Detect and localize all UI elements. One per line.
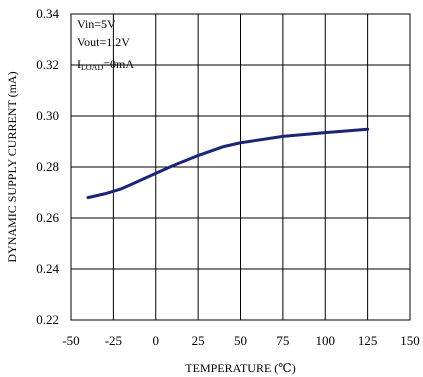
y-tick-label: 0.26 bbox=[36, 210, 59, 225]
y-tick-label: 0.32 bbox=[36, 57, 59, 72]
annotation-vout: Vout=1.2V bbox=[77, 35, 130, 49]
annotation-vin: Vin=5V bbox=[77, 17, 116, 31]
tick-labels: -50 -25 0 25 50 75 100 125 150 0.22 0.24 0.26 0.28 0.… bbox=[36, 6, 420, 348]
x-tick-label: -50 bbox=[62, 333, 79, 348]
x-tick-label: 50 bbox=[234, 333, 247, 348]
y-tick-label: 0.24 bbox=[36, 261, 59, 276]
annotation-iload-rest: =0mA bbox=[103, 57, 134, 71]
x-tick-label: -25 bbox=[105, 333, 122, 348]
plot-frame bbox=[70, 13, 411, 321]
x-tick-label: 150 bbox=[400, 333, 420, 348]
y-tick-label: 0.34 bbox=[36, 6, 59, 21]
series-line bbox=[86, 127, 370, 200]
grid bbox=[71, 14, 410, 320]
series-layer bbox=[86, 127, 370, 200]
x-tick-label: 125 bbox=[358, 333, 378, 348]
x-tick-label: 75 bbox=[276, 333, 289, 348]
annotation-iload: ILOAD=0mA bbox=[77, 57, 134, 72]
y-axis-label: DYNAMIC SUPPLY CURRENT (mA) bbox=[5, 71, 19, 262]
annotation-iload-main: I bbox=[77, 57, 81, 71]
x-axis-label: TEMPERATURE (℃) bbox=[185, 361, 295, 375]
y-tick-label: 0.30 bbox=[36, 108, 59, 123]
x-tick-label: 100 bbox=[316, 333, 336, 348]
y-tick-label: 0.28 bbox=[36, 159, 59, 174]
y-tick-label: 0.22 bbox=[36, 312, 59, 327]
x-tick-label: 25 bbox=[192, 333, 205, 348]
annotation-iload-sub: LOAD bbox=[81, 63, 103, 72]
x-tick-label: 0 bbox=[153, 333, 160, 348]
